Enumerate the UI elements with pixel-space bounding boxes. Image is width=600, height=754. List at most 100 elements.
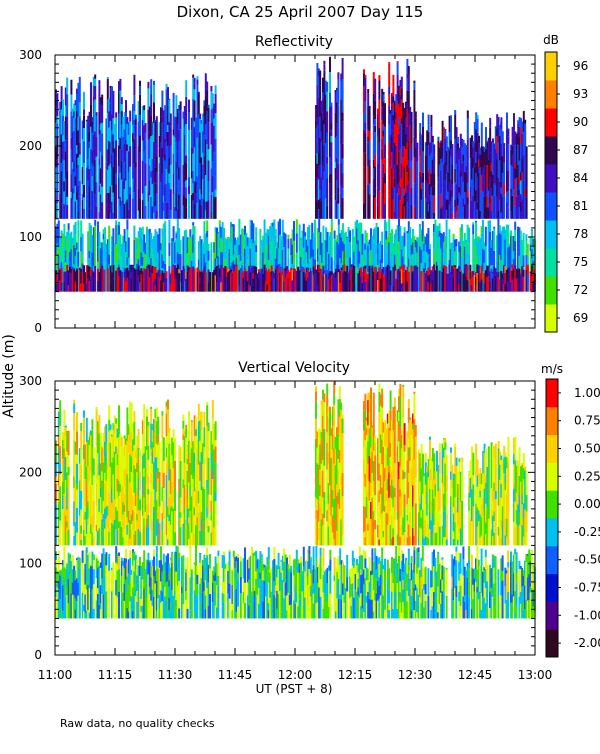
heatmap-cell bbox=[397, 63, 399, 74]
heatmap-cell bbox=[454, 110, 456, 114]
heatmap-cell bbox=[178, 553, 180, 558]
heatmap-cell bbox=[248, 266, 250, 273]
heatmap-cell bbox=[133, 75, 135, 95]
heatmap-cell bbox=[433, 144, 435, 155]
heatmap-cell bbox=[139, 95, 141, 115]
colorbar-swatch bbox=[545, 80, 557, 109]
heatmap-cell bbox=[342, 144, 344, 159]
heatmap-cell bbox=[374, 189, 376, 198]
heatmap-cell bbox=[507, 208, 509, 219]
heatmap-cell bbox=[185, 80, 187, 97]
heatmap-cell bbox=[330, 173, 332, 196]
heatmap-cell bbox=[319, 70, 321, 71]
heatmap-cell bbox=[364, 201, 366, 218]
heatmap-cell bbox=[342, 198, 344, 219]
heatmap-cell bbox=[191, 573, 193, 594]
heatmap-cell bbox=[83, 128, 85, 141]
heatmap-cell bbox=[503, 143, 505, 148]
heatmap-cell bbox=[411, 161, 413, 188]
heatmap-cell bbox=[384, 144, 386, 158]
heatmap-cell bbox=[189, 229, 191, 237]
heatmap-cell bbox=[63, 546, 65, 567]
heatmap-cell bbox=[188, 186, 190, 194]
heatmap-cell bbox=[433, 196, 435, 213]
heatmap-cell bbox=[455, 597, 457, 618]
heatmap-cell bbox=[502, 571, 504, 581]
heatmap-cell bbox=[439, 223, 441, 230]
heatmap-cell bbox=[448, 229, 450, 237]
heatmap-cell bbox=[108, 603, 110, 618]
heatmap-cell bbox=[416, 267, 418, 274]
colorbar-tick-label: 72 bbox=[573, 283, 588, 297]
heatmap-cell bbox=[367, 89, 369, 93]
heatmap-cell bbox=[527, 244, 529, 256]
heatmap-cell bbox=[79, 181, 81, 197]
heatmap-cell bbox=[314, 236, 316, 259]
heatmap-cell bbox=[469, 265, 471, 272]
heatmap-cell bbox=[495, 569, 497, 581]
heatmap-cell bbox=[330, 130, 332, 136]
heatmap-cell bbox=[425, 584, 427, 594]
heatmap-cell bbox=[457, 137, 459, 144]
heatmap-cell bbox=[86, 547, 88, 552]
heatmap-cell bbox=[79, 85, 81, 102]
heatmap-cell bbox=[467, 280, 469, 291]
heatmap-cell bbox=[331, 224, 333, 233]
heatmap-cell bbox=[174, 265, 176, 268]
heatmap-cell bbox=[83, 185, 85, 197]
heatmap-cell bbox=[76, 269, 78, 273]
heatmap-cell bbox=[455, 546, 457, 551]
heatmap-cell bbox=[194, 244, 196, 259]
heatmap-cell bbox=[150, 79, 152, 94]
heatmap-cell bbox=[314, 220, 316, 221]
heatmap-cell bbox=[208, 251, 210, 261]
heatmap-cell bbox=[360, 223, 362, 234]
heatmap-cell bbox=[287, 248, 289, 258]
heatmap-cell bbox=[378, 121, 380, 127]
heatmap-cell bbox=[418, 552, 420, 568]
heatmap-cell bbox=[395, 546, 397, 555]
heatmap-cell bbox=[451, 185, 453, 197]
heatmap-cell bbox=[112, 562, 114, 578]
heatmap-cell bbox=[185, 198, 187, 207]
heatmap-cell bbox=[489, 220, 491, 231]
heatmap-cell bbox=[170, 146, 172, 165]
heatmap-cell bbox=[493, 229, 495, 251]
velocity-title: Vertical Velocity bbox=[238, 360, 350, 376]
heatmap-cell bbox=[485, 227, 487, 247]
heatmap-cell bbox=[526, 162, 528, 187]
heatmap-cell bbox=[353, 277, 355, 292]
heatmap-cell bbox=[441, 557, 443, 559]
heatmap-cell bbox=[115, 220, 117, 225]
heatmap-cell bbox=[411, 188, 413, 205]
heatmap-cell bbox=[194, 227, 196, 236]
heatmap-cell bbox=[404, 227, 406, 232]
heatmap-cell bbox=[66, 94, 68, 116]
heatmap-cell bbox=[264, 265, 266, 267]
heatmap-cell bbox=[526, 187, 528, 198]
heatmap-cell bbox=[326, 133, 328, 157]
heatmap-cell bbox=[523, 270, 525, 277]
heatmap-cell bbox=[164, 226, 166, 250]
heatmap-cell bbox=[150, 94, 152, 115]
heatmap-cell bbox=[330, 203, 332, 219]
heatmap-cell bbox=[182, 557, 184, 580]
heatmap-cell bbox=[129, 187, 131, 194]
heatmap-cell bbox=[364, 75, 366, 77]
heatmap-cell bbox=[128, 237, 130, 257]
heatmap-cell bbox=[377, 227, 379, 228]
heatmap-cell bbox=[369, 141, 371, 159]
heatmap-cell bbox=[495, 580, 497, 597]
heatmap-cell bbox=[477, 115, 479, 119]
heatmap-cell bbox=[59, 446, 61, 463]
heatmap-cell bbox=[182, 266, 184, 286]
heatmap-cell bbox=[198, 93, 200, 114]
heatmap-cell bbox=[422, 151, 424, 172]
heatmap-cell bbox=[153, 102, 155, 122]
heatmap-cell bbox=[422, 183, 424, 195]
heatmap-cell bbox=[156, 210, 158, 218]
heatmap-cell bbox=[153, 550, 155, 557]
heatmap-cell bbox=[135, 168, 137, 194]
heatmap-cell bbox=[427, 569, 429, 590]
heatmap-cell bbox=[326, 82, 328, 92]
